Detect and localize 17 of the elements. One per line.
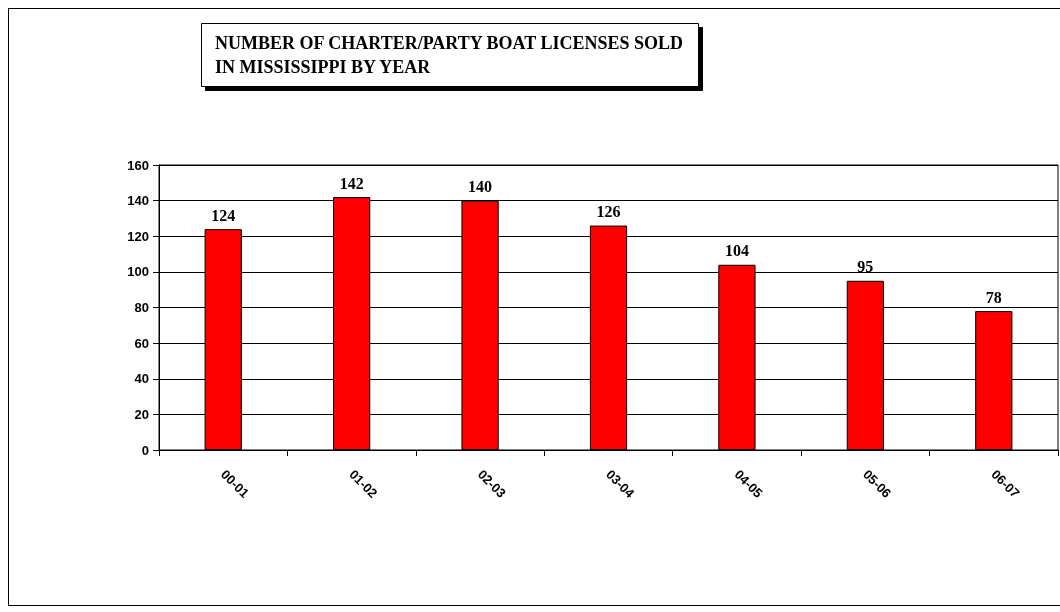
y-tick-label: 140	[127, 193, 149, 209]
y-tick-label: 0	[141, 442, 149, 458]
y-tick-label: 60	[134, 335, 149, 351]
y-tick-label: 20	[134, 406, 149, 422]
y-tick-label: 120	[127, 228, 149, 244]
chart-title: NUMBER OF CHARTER/PARTY BOAT LICENSES SOLD IN MISSISSIPPI BY YEAR	[215, 33, 683, 77]
data-label: 124	[211, 206, 236, 224]
data-label: 78	[985, 288, 1002, 306]
data-label: 95	[857, 258, 874, 276]
y-tick-label: 100	[127, 264, 149, 280]
data-label: 142	[339, 174, 364, 192]
data-label: 140	[468, 178, 493, 196]
y-tick-label: 40	[134, 371, 149, 387]
y-tick-label: 80	[134, 300, 149, 315]
data-label: 126	[596, 203, 621, 221]
data-label: 104	[724, 242, 749, 260]
y-tick-label: 160	[127, 157, 149, 173]
